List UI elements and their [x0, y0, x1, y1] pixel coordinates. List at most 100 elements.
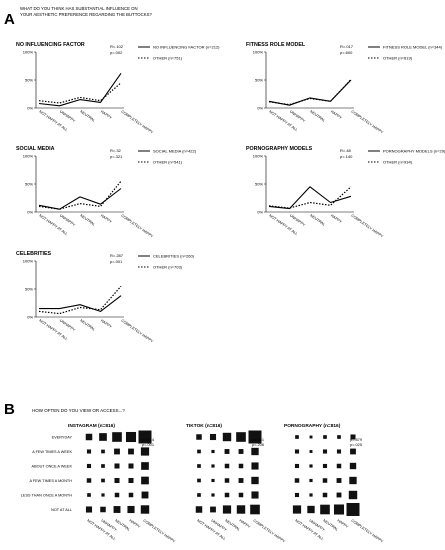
- bubble-square: [251, 462, 259, 470]
- stat-label: p=.061: [252, 437, 264, 442]
- bubble-square: [350, 448, 356, 455]
- y-tick-label: 50%: [25, 182, 33, 187]
- bubble-square: [333, 504, 345, 515]
- bubble-square: [248, 430, 262, 444]
- bubble-chart-2: PORNOGRAPHY (n=816)NOT HAPPY AT ALLUNHAP…: [284, 423, 384, 544]
- stat-label: R=.48: [340, 148, 352, 153]
- x-tick-label: HAPPY: [330, 214, 343, 225]
- bubble-square: [348, 490, 358, 500]
- x-tick-label: NEUTRAL: [79, 214, 95, 227]
- bubble-square: [141, 476, 149, 485]
- bubble-square: [224, 463, 230, 469]
- x-tick-label: COMPLETELY HAPPY: [120, 319, 154, 344]
- chart-title: CELEBRITIES: [16, 251, 51, 257]
- legend-label: CELEBRITIES (n=260): [153, 254, 195, 259]
- bubble-square: [236, 432, 246, 442]
- bubble-square: [141, 491, 149, 499]
- bubble-square: [251, 491, 259, 499]
- bubble-square: [238, 449, 244, 454]
- x-category-label: HAPPY: [238, 519, 251, 530]
- bubble-square: [141, 462, 149, 470]
- x-tick-label: NEUTRAL: [309, 110, 325, 123]
- stat-label: p=.140: [340, 154, 353, 159]
- bubble-square: [101, 464, 105, 468]
- bubble-square: [211, 493, 215, 497]
- bubble-square: [322, 492, 328, 498]
- legend-label: OTHER (n=751): [153, 56, 183, 61]
- bubble-square: [238, 478, 244, 483]
- y-tick-label: 0%: [257, 210, 263, 215]
- bubble-square: [125, 431, 137, 443]
- y-tick-label: 0%: [27, 210, 33, 215]
- y-tick-label: 50%: [25, 287, 33, 292]
- bubble-square: [101, 493, 105, 497]
- y-tick-label: 50%: [255, 78, 263, 83]
- series-line-0: [268, 186, 352, 210]
- x-category-label: HAPPY: [128, 519, 141, 530]
- bubble-square: [140, 447, 150, 456]
- bubble-square: [322, 463, 328, 469]
- bubble-square: [322, 478, 328, 483]
- bubble-square: [323, 435, 327, 439]
- y-category-label: EVERYDAY: [52, 436, 73, 440]
- bubble-chart-1: TIKTOK (n=816)NOT HAPPY AT ALLUNHAPPYNEU…: [186, 423, 286, 544]
- stat-label: p=.321: [110, 154, 123, 159]
- bubble-square: [196, 434, 202, 440]
- x-tick-label: NEUTRAL: [79, 110, 95, 123]
- stat-label: R=.32: [110, 148, 122, 153]
- bubble-square: [337, 435, 341, 439]
- bubble-square: [336, 463, 342, 469]
- x-tick-label: UNHAPPY: [59, 110, 76, 124]
- bubble-square: [86, 463, 92, 469]
- bubble-square: [197, 449, 201, 454]
- y-tick-label: 0%: [27, 315, 33, 320]
- panel-b-letter: B: [4, 401, 15, 418]
- bubble-square: [85, 433, 93, 441]
- bubble-square: [127, 505, 135, 514]
- x-tick-label: NEUTRAL: [79, 319, 95, 332]
- bubble-square: [128, 448, 134, 455]
- series-line-1: [268, 78, 352, 106]
- question-a-line1: WHAT DO YOU THINK HAS SUBSTANTIAL INFLUE…: [20, 6, 138, 11]
- legend-label: PORNOGRAPHY MODELS (n=29): [383, 149, 445, 154]
- x-tick-label: COMPLETELY HAPPY: [120, 214, 154, 239]
- series-line-0: [38, 72, 122, 107]
- chart-title: PORNOGRAPHY MODELS: [246, 146, 313, 152]
- legend-label: NO INFLUENCING FACTOR (n=212): [153, 45, 220, 50]
- legend-label: SOCIAL MEDIA (n=422): [153, 149, 197, 154]
- bubble-square: [251, 476, 259, 485]
- y-tick-label: 100%: [23, 50, 34, 55]
- bubble-square: [114, 477, 120, 484]
- x-tick-label: COMPLETELY HAPPY: [350, 214, 384, 239]
- series-line-1: [38, 285, 122, 315]
- panel-a-letter: A: [4, 11, 15, 28]
- bubble-square: [86, 449, 92, 454]
- stat-label: p=.600: [340, 50, 353, 55]
- bubble-square: [85, 506, 93, 513]
- bubble-square: [209, 433, 217, 441]
- stat-label: p=.879: [350, 437, 362, 442]
- question-b: HOW OFTEN DO YOU VIEW OR ACCESS...?: [32, 408, 125, 413]
- bubble-charts: INSTAGRAM (n=816) EVERYDAY A FEW TIMES A W…: [21, 423, 384, 544]
- bubble-square: [224, 492, 230, 498]
- bubble-square: [128, 477, 134, 484]
- chart-title: TIKTOK (n=816): [186, 423, 222, 429]
- series-line-1: [268, 186, 352, 209]
- question-a-line2: YOUR AESTHETIC PREFERENCE REGARDING THE …: [20, 12, 152, 17]
- bubble-square: [101, 478, 105, 483]
- bubble-square: [307, 505, 315, 514]
- bubble-square: [128, 492, 134, 498]
- bubble-square: [197, 493, 201, 497]
- bubble-square: [128, 463, 134, 469]
- bubble-square: [99, 433, 107, 441]
- bubble-square: [309, 450, 313, 453]
- y-category-label: LESS THAN ONCE A MONTH: [21, 494, 72, 498]
- bubble-chart-0: INSTAGRAM (n=816) EVERYDAY A FEW TIMES A W…: [21, 423, 176, 544]
- bubble-square: [238, 463, 244, 469]
- bubble-square: [100, 506, 106, 513]
- stat-label: R=.287: [110, 253, 124, 258]
- x-tick-label: HAPPY: [330, 110, 343, 121]
- stat-label: p=.206: [252, 442, 264, 447]
